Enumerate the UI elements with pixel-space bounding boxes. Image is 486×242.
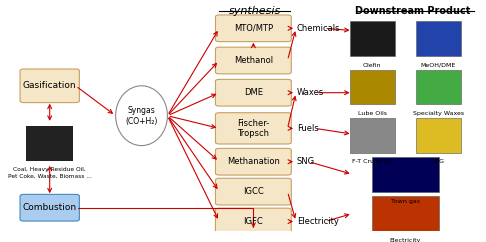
Text: MeOH/DME: MeOH/DME [420,63,456,68]
Text: Chemicals: Chemicals [297,24,340,33]
FancyBboxPatch shape [215,79,291,106]
FancyBboxPatch shape [215,113,291,144]
Text: Gasification: Gasification [23,81,76,90]
Text: Combustion: Combustion [23,203,77,212]
Text: Electricity: Electricity [390,238,421,242]
Text: Fuels: Fuels [297,124,319,133]
Text: LPG: LPG [432,159,444,164]
FancyBboxPatch shape [372,196,439,231]
FancyBboxPatch shape [372,157,439,192]
Text: Fischer-
Tropsch: Fischer- Tropsch [237,119,270,138]
FancyBboxPatch shape [350,21,395,56]
Text: Downstream Product: Downstream Product [355,7,470,16]
Ellipse shape [116,86,168,146]
Text: Lube Oils: Lube Oils [358,111,387,116]
FancyBboxPatch shape [416,70,461,104]
FancyBboxPatch shape [215,208,291,235]
Text: IGFC: IGFC [243,217,263,226]
Text: Town gas: Town gas [391,198,420,204]
FancyBboxPatch shape [215,178,291,205]
Text: Electricity: Electricity [297,217,339,226]
Text: SNG: SNG [297,157,315,166]
FancyBboxPatch shape [416,118,461,152]
FancyBboxPatch shape [215,47,291,74]
Text: synthesis: synthesis [228,7,281,16]
Text: Waxes: Waxes [297,88,324,97]
Text: DME: DME [244,88,263,97]
Text: Specialty Waxes: Specialty Waxes [413,111,464,116]
FancyBboxPatch shape [350,118,395,152]
Text: Coal, Heavy Residue Oil,
Pet Coke, Waste, Biomass ...: Coal, Heavy Residue Oil, Pet Coke, Waste… [8,167,92,179]
FancyBboxPatch shape [215,15,291,42]
FancyBboxPatch shape [215,148,291,175]
FancyBboxPatch shape [20,194,79,221]
FancyBboxPatch shape [416,21,461,56]
Text: Olefin: Olefin [363,63,382,68]
FancyBboxPatch shape [26,126,73,160]
FancyBboxPatch shape [20,69,79,103]
Text: Methanation: Methanation [227,157,280,166]
Text: MTO/MTP: MTO/MTP [234,24,273,33]
Text: Methanol: Methanol [234,56,273,65]
Text: F-T Crude Oil: F-T Crude Oil [352,159,393,164]
FancyBboxPatch shape [350,70,395,104]
Text: Syngas
(CO+H₂): Syngas (CO+H₂) [125,106,158,126]
Text: IGCC: IGCC [243,187,264,196]
